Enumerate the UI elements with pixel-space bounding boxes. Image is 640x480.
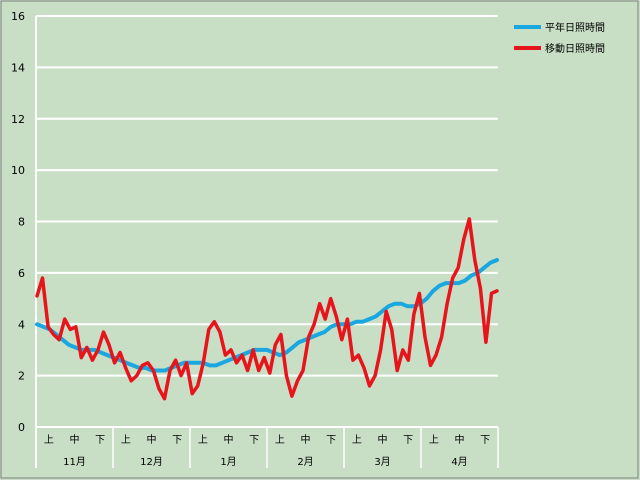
x-sub-label: 下 xyxy=(326,435,336,446)
x-month-label: 4月 xyxy=(451,456,467,468)
x-sub-label: 上 xyxy=(352,434,362,446)
x-month-label: 12月 xyxy=(140,456,163,468)
y-tick-label: 16 xyxy=(11,10,25,23)
x-month-label: 11月 xyxy=(63,456,86,468)
y-tick-label: 4 xyxy=(18,318,25,331)
x-sub-label: 上 xyxy=(44,434,54,446)
x-sub-label: 中 xyxy=(147,433,157,446)
x-sub-label: 下 xyxy=(403,435,413,446)
x-sub-label: 中 xyxy=(378,433,388,446)
x-sub-label: 上 xyxy=(275,434,285,446)
x-sub-label: 上 xyxy=(121,434,131,446)
x-sub-label: 下 xyxy=(172,435,182,446)
x-sub-label: 下 xyxy=(480,435,490,446)
y-tick-label: 2 xyxy=(18,370,25,383)
y-tick-label: 12 xyxy=(11,113,25,126)
legend-label-1: 移動日照時間 xyxy=(545,42,605,55)
y-tick-label: 6 xyxy=(18,267,25,280)
series-line-1 xyxy=(35,217,499,401)
x-sub-label: 上 xyxy=(429,434,439,446)
axes: 0246810121416上中下11月上中下12月上中下1月上中下2月上中下3月… xyxy=(11,10,499,468)
x-sub-label: 中 xyxy=(70,433,80,446)
gridlines xyxy=(36,15,498,377)
legend-label-0: 平年日照時間 xyxy=(545,21,605,34)
x-sub-label: 下 xyxy=(249,435,259,446)
y-tick-label: 0 xyxy=(18,421,25,434)
y-tick-label: 14 xyxy=(11,61,25,74)
series-lines xyxy=(35,217,499,401)
x-sub-label: 下 xyxy=(95,435,105,446)
y-tick-label: 10 xyxy=(11,164,25,177)
x-month-label: 2月 xyxy=(297,456,313,468)
y-tick-label: 8 xyxy=(18,216,25,229)
x-sub-label: 上 xyxy=(198,434,208,446)
x-month-label: 3月 xyxy=(374,456,390,468)
x-sub-label: 中 xyxy=(224,433,234,446)
x-sub-label: 中 xyxy=(301,433,311,446)
x-sub-label: 中 xyxy=(455,433,465,446)
x-month-label: 1月 xyxy=(220,456,236,468)
